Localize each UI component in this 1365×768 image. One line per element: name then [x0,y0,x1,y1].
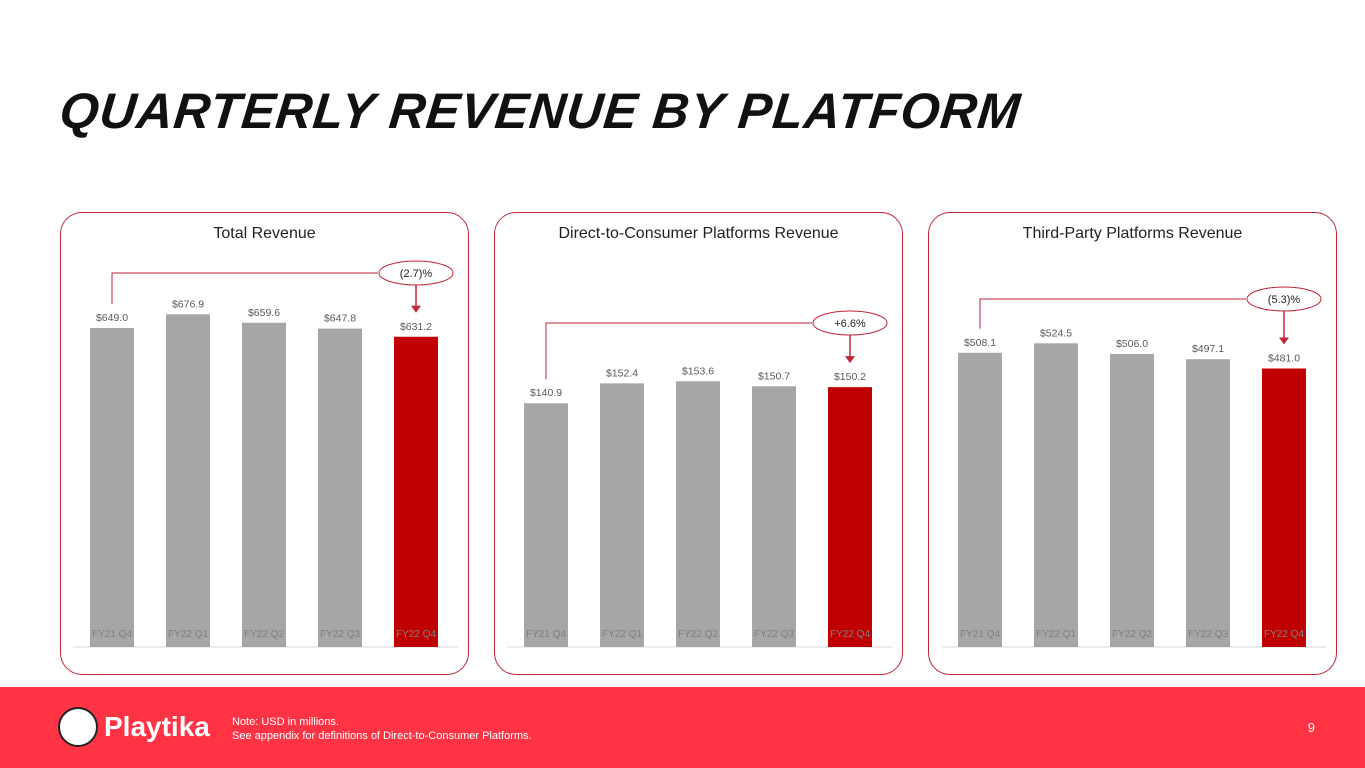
change-label: +6.6% [834,318,866,330]
data-label: $659.6 [248,307,280,319]
data-label: $153.6 [682,365,714,377]
bar [600,383,644,647]
data-label: $497.1 [1192,343,1224,355]
chart-panel-third-party-revenue: $508.1 FY21 Q4 $524.5 FY22 Q1 $506.0 FY22 Q2 $… [928,212,1337,675]
chart-svg: $140.9 FY21 Q4 $152.4 FY22 Q1 $153.6 FY22 Q2 $… [507,310,892,648]
chart-title: Total Revenue [213,225,316,242]
tick-label: FY22 Q3 [1188,629,1228,640]
data-label: $631.2 [400,321,432,333]
tick-label: FY22 Q2 [244,629,284,640]
brand-name: Playtika [104,711,210,742]
bar [1262,368,1306,647]
bar [752,386,796,647]
bar [524,403,568,647]
cheetah-logo-icon [58,707,98,747]
data-label: $647.8 [324,313,356,325]
bar [394,336,438,647]
footnote-line-2: See appendix for definitions of Direct-t… [232,730,532,742]
tick-label: FY21 Q4 [526,629,566,640]
bar [828,387,872,647]
tick-label: FY22 Q4 [830,629,870,640]
tick-label: FY22 Q3 [754,629,794,640]
data-label: $150.7 [758,370,790,382]
change-badge [1246,286,1322,312]
bar [676,381,720,647]
data-label: $506.0 [1116,338,1148,350]
chart-svg: $649.0 FY21 Q4 $676.9 FY22 Q1 $659.6 FY22 Q2 $… [73,260,458,648]
tick-label: FY22 Q4 [396,629,436,640]
bar [166,314,210,647]
change-badge [378,260,454,286]
footnote: Note: USD in millions. See appendix for … [232,715,532,743]
data-label: $481.0 [1268,353,1300,365]
bar [958,352,1002,647]
data-label: $676.9 [172,298,204,310]
footer: Playtika Note: USD in millions. See appe… [0,687,1365,768]
bar [318,328,362,647]
tick-label: FY22 Q4 [1264,629,1304,640]
data-label: $649.0 [96,312,128,324]
change-bracket [545,322,812,380]
arrow-head-icon [1279,337,1289,345]
data-label: $140.9 [530,387,562,399]
tick-label: FY22 Q2 [678,629,718,640]
tick-label: FY22 Q2 [1112,629,1152,640]
data-label: $152.4 [606,367,638,379]
data-label: $524.5 [1040,327,1072,339]
data-label: $150.2 [834,371,866,383]
change-label: (5.3)% [1268,294,1301,306]
change-bracket [111,272,378,305]
chart-title: Direct-to-Consumer Platforms Revenue [558,225,839,242]
tick-label: FY22 Q1 [602,629,642,640]
tick-label: FY22 Q1 [1036,629,1076,640]
bar [1034,343,1078,647]
arrow-head-icon [845,356,855,364]
bar [1110,354,1154,647]
page-title: QUARTERLY REVENUE BY PLATFORM [57,83,1024,139]
data-label: $508.1 [964,337,996,349]
change-badge [812,310,888,336]
arrow-head-icon [411,305,421,313]
playtika-logo: Playtika [58,707,210,747]
chart-svg: $508.1 FY21 Q4 $524.5 FY22 Q1 $506.0 FY22 Q2 $… [941,286,1326,648]
bar [90,328,134,647]
page-number: 9 [1307,720,1315,735]
footnote-line-1: Note: USD in millions. [232,716,339,728]
chart-panel-dtc-revenue: $140.9 FY21 Q4 $152.4 FY22 Q1 $153.6 FY22 Q2 $… [494,212,903,675]
change-label: (2.7)% [400,268,433,280]
tick-label: FY21 Q4 [92,629,132,640]
bar [1186,359,1230,647]
bar [242,322,286,647]
chart-title: Third-Party Platforms Revenue [1022,225,1243,242]
chart-panel-total-revenue: $649.0 FY21 Q4 $676.9 FY22 Q1 $659.6 FY22 Q2 $… [60,212,469,675]
tick-label: FY22 Q1 [168,629,208,640]
tick-label: FY21 Q4 [960,629,1000,640]
change-bracket [979,298,1246,329]
tick-label: FY22 Q3 [320,629,360,640]
